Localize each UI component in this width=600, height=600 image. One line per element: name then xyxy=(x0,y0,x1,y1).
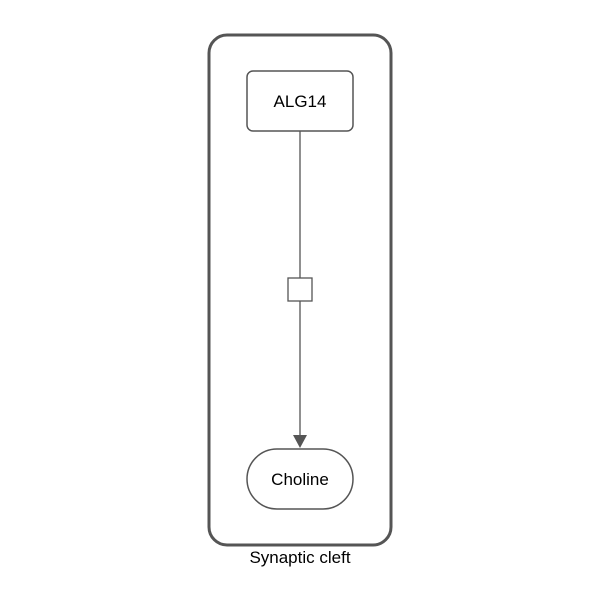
compartment-label: Synaptic cleft xyxy=(249,548,350,567)
node-choline-shape xyxy=(246,448,354,510)
compartment-border xyxy=(207,33,393,547)
node-choline-label: Choline xyxy=(271,470,329,489)
process-node[interactable] xyxy=(287,277,313,302)
node-alg14-label: ALG14 xyxy=(274,92,327,111)
compartment-synaptic-cleft: Synaptic cleft xyxy=(207,33,393,567)
node-alg14[interactable]: ALG14 xyxy=(246,70,354,132)
arrowhead-icon xyxy=(293,435,307,448)
node-choline[interactable]: Choline xyxy=(246,448,354,510)
node-alg14-shape xyxy=(246,70,354,132)
